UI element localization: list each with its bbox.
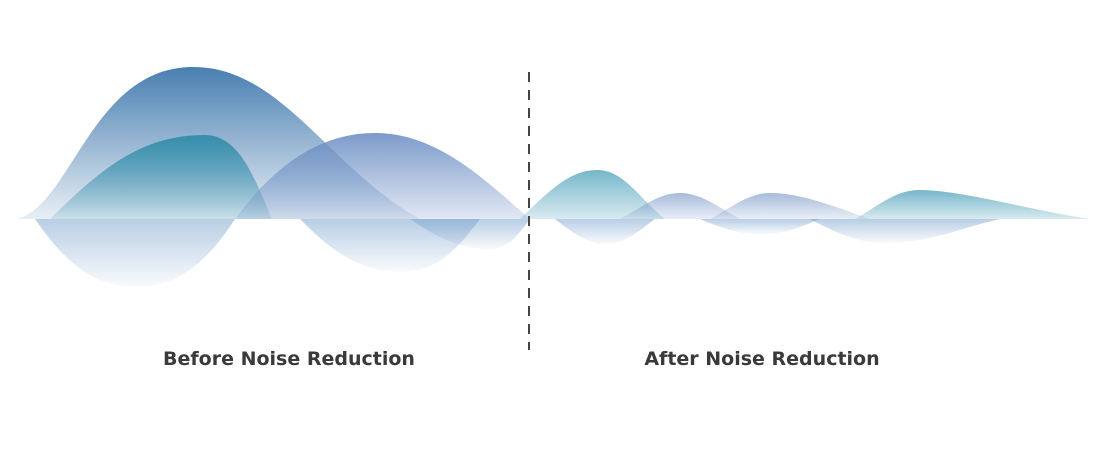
wave-teal xyxy=(50,135,272,219)
wave-lower-lobe xyxy=(410,219,530,250)
wave-after-teal xyxy=(520,170,665,219)
wave-lower-lobe xyxy=(700,219,820,235)
wave-purple xyxy=(235,133,530,219)
wave-after-teal xyxy=(855,190,1090,219)
wave-after-purple xyxy=(620,193,740,219)
wave-lower-lobe xyxy=(35,219,235,288)
label-after: After Noise Reduction xyxy=(644,348,880,370)
wave-lower-lobe xyxy=(810,219,1000,243)
wave-lower-lobe xyxy=(555,219,655,244)
wave-after-purple xyxy=(710,193,870,219)
label-before: Before Noise Reduction xyxy=(163,348,415,370)
